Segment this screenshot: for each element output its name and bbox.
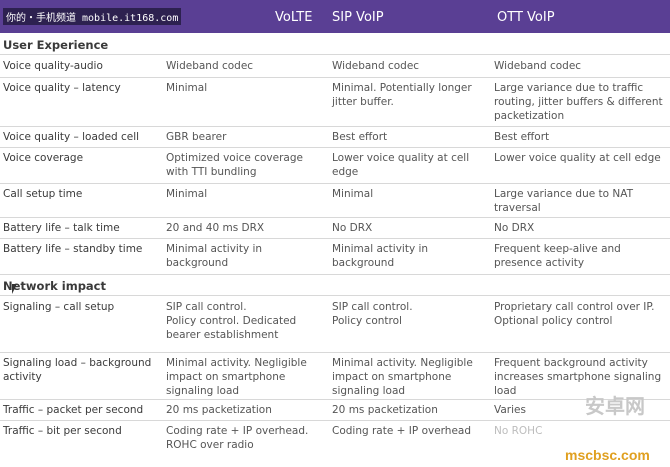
row-label: Signaling – call setup xyxy=(3,301,115,313)
table-row: Traffic – bit per second Coding rate + I… xyxy=(0,421,670,459)
cell-volte: SIP call control. Policy control. Dedica… xyxy=(166,301,297,341)
section-title: User Experience xyxy=(0,35,670,55)
cell-sip-voip: Minimal. Potentially longer jitter buffe… xyxy=(332,82,472,108)
table-row: Voice quality-audio Wideband codec Wideb… xyxy=(0,56,670,78)
table-row: Voice coverage Optimized voice coverage … xyxy=(0,148,670,184)
table-row: Battery life – standby time Minimal acti… xyxy=(0,239,670,275)
row-label: Voice quality-audio xyxy=(3,60,103,72)
cell-sip-voip: Coding rate + IP overhead xyxy=(332,425,472,437)
cell-volte: Wideband codec xyxy=(166,60,254,72)
row-label: Battery life – talk time xyxy=(3,222,120,234)
cell-sip-voip: SIP call control. Policy control xyxy=(332,301,413,327)
cell-ott-voip: Frequent keep-alive and presence activit… xyxy=(494,243,621,269)
logo-site: mscbsc.com xyxy=(565,447,650,463)
cell-ott-voip: Frequent background activity increases s… xyxy=(494,357,662,397)
cell-ott-voip: Proprietary call control over IP. Option… xyxy=(494,301,655,327)
cell-sip-voip: Minimal activity in background xyxy=(332,243,429,269)
site-watermark: 你的・手机频道 mobile.it168.com xyxy=(3,8,182,25)
cell-sip-voip: Best effort xyxy=(332,131,388,143)
cell-ott-voip: Lower voice quality at cell edge xyxy=(494,152,661,164)
cell-sip-voip: Lower voice quality at cell edge xyxy=(332,152,470,178)
row-label: Voice quality – loaded cell xyxy=(3,131,140,143)
row-label: Traffic – packet per second xyxy=(3,404,144,416)
cell-ott-voip: No DRX xyxy=(494,222,535,234)
row-label: Battery life – standby time xyxy=(3,243,143,255)
cell-volte: Coding rate + IP overhead. ROHC over rad… xyxy=(166,425,309,451)
cell-sip-voip: Minimal xyxy=(332,188,374,200)
cell-volte: GBR bearer xyxy=(166,131,227,143)
column-header-volte: VoLTE xyxy=(275,10,313,25)
mouse-cursor-icon xyxy=(12,284,17,294)
cell-sip-voip: Wideband codec xyxy=(332,60,420,72)
table-row: Voice quality – latency Minimal Minimal.… xyxy=(0,78,670,127)
table-row: Call setup time Minimal Minimal Large va… xyxy=(0,184,670,218)
cell-volte: Minimal activity in background xyxy=(166,243,263,269)
cell-volte: Minimal xyxy=(166,188,208,200)
cell-ott-voip: Large variance due to NAT traversal xyxy=(494,188,634,214)
table-row: Signaling – call setup SIP call control.… xyxy=(0,297,670,353)
row-label: Call setup time xyxy=(3,188,83,200)
column-header-sip-voip: SIP VoIP xyxy=(332,10,384,25)
table-row: Voice quality – loaded cell GBR bearer B… xyxy=(0,127,670,148)
row-label: Traffic – bit per second xyxy=(3,425,122,437)
watermark-logo: 安卓网 mscbsc.com xyxy=(565,388,665,463)
table-row: Traffic – packet per second 20 ms packet… xyxy=(0,400,670,421)
cell-ott-voip: Large variance due to traffic routing, j… xyxy=(494,82,663,122)
cell-sip-voip: No DRX xyxy=(332,222,373,234)
cell-ott-voip: No ROHC xyxy=(494,425,543,437)
cell-volte: 20 and 40 ms DRX xyxy=(166,222,265,234)
table-header: 你的・手机频道 mobile.it168.com VoLTE SIP VoIP … xyxy=(0,0,670,33)
cell-volte: Minimal activity. Negligible impact on s… xyxy=(166,357,307,397)
table-row: Signaling load – background activity Min… xyxy=(0,353,670,400)
row-label: Signaling load – background activity xyxy=(3,357,152,383)
cell-ott-voip: Wideband codec xyxy=(494,60,582,72)
cell-volte: 20 ms packetization xyxy=(166,404,272,416)
cell-volte: Optimized voice coverage with TTI bundli… xyxy=(166,152,303,178)
table-row: Battery life – talk time 20 and 40 ms DR… xyxy=(0,218,670,239)
cell-ott-voip: Best effort xyxy=(494,131,550,143)
row-label: Voice coverage xyxy=(3,152,84,164)
section-title: Network impact xyxy=(0,276,670,296)
cell-volte: Minimal xyxy=(166,82,208,94)
logo-brand: 安卓网 xyxy=(585,394,645,418)
cell-sip-voip: 20 ms packetization xyxy=(332,404,438,416)
column-header-ott-voip: OTT VoIP xyxy=(497,10,555,25)
row-label: Voice quality – latency xyxy=(3,82,121,94)
cell-sip-voip: Minimal activity. Negligible impact on s… xyxy=(332,357,473,397)
cell-ott-voip: Varies xyxy=(494,404,526,416)
